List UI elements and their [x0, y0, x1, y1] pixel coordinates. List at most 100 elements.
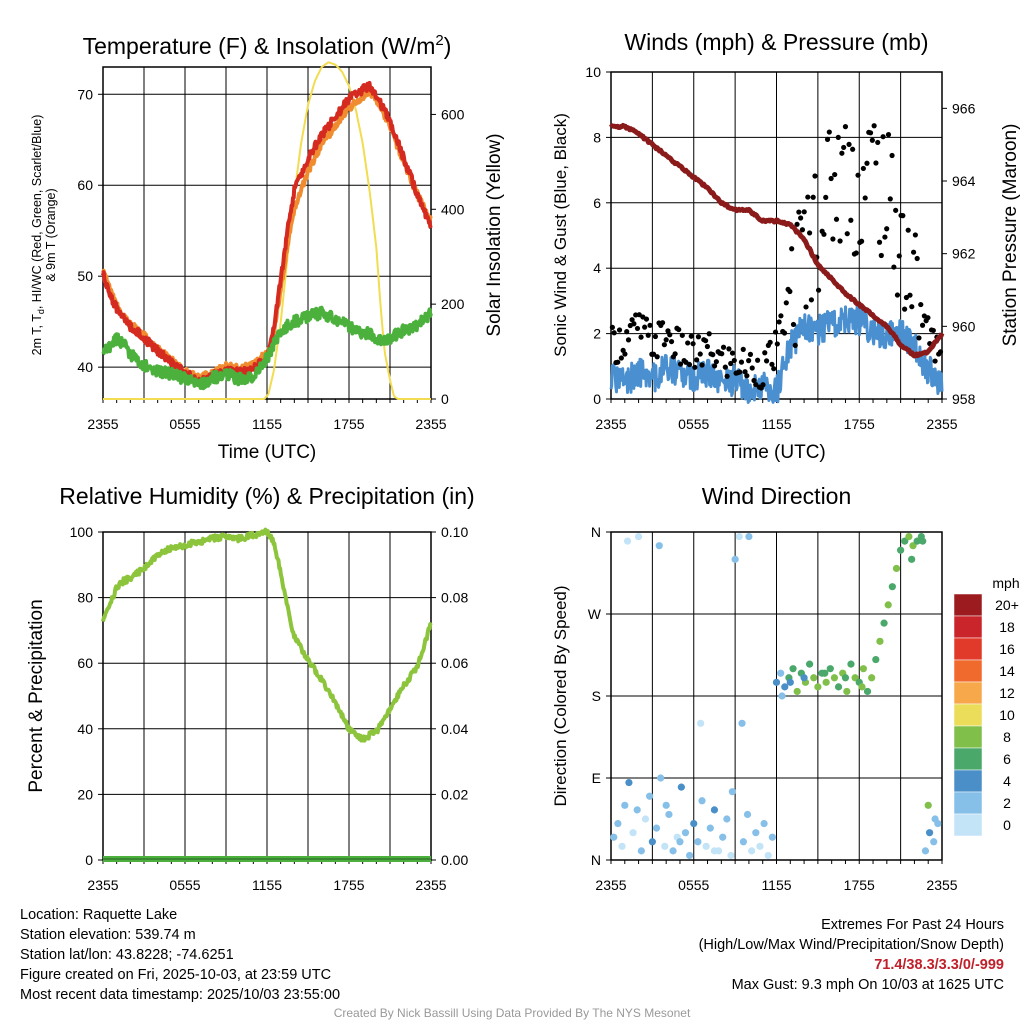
- gust-point: [878, 252, 884, 259]
- gust-point: [930, 327, 936, 334]
- y-right-tick-label: 0: [441, 391, 449, 407]
- gust-point: [615, 359, 621, 365]
- x-tick-label: 2355: [595, 416, 626, 432]
- gust-point: [694, 357, 700, 363]
- credit-line: Created By Nick Bassill Using Data Provi…: [333, 1006, 691, 1020]
- direction-point: [841, 674, 850, 682]
- gust-point: [616, 327, 623, 333]
- direction-point: [830, 674, 839, 682]
- gust-point: [703, 338, 709, 344]
- station-latlon: Station lat/lon: 43.8228; -74.6251: [20, 947, 234, 963]
- gust-point: [907, 292, 913, 298]
- direction-point: [723, 815, 731, 823]
- gust-point: [835, 134, 841, 141]
- direction-point: [863, 687, 872, 696]
- gust-point: [744, 373, 750, 379]
- y-tick-label: S: [592, 688, 601, 704]
- extremes-values: 71.4/38.3/3.3/0/-999: [874, 957, 1004, 973]
- figure-created: Figure created on Fri, 2025-10-03, at 23…: [20, 967, 332, 983]
- gust-point: [720, 344, 727, 350]
- gust-point: [724, 373, 730, 379]
- gust-point: [668, 338, 675, 345]
- gust-point: [624, 329, 630, 335]
- direction-point: [892, 564, 901, 573]
- gust-point: [853, 250, 859, 256]
- colorbar-label: 8: [1003, 729, 1011, 745]
- gust-point: [783, 300, 789, 306]
- x-tick-label: 2355: [595, 877, 626, 893]
- x-tick-label: 0555: [678, 416, 709, 432]
- gust-point: [916, 335, 922, 341]
- direction-point: [764, 851, 772, 860]
- direction-point: [727, 851, 735, 860]
- gust-point: [692, 364, 698, 370]
- gust-point: [844, 231, 850, 237]
- gust-point: [796, 209, 802, 215]
- direction-point: [793, 687, 801, 696]
- gust-point: [828, 175, 834, 182]
- direction-point: [748, 847, 756, 855]
- y-right-tick-label: 0.00: [441, 852, 468, 868]
- x-axis-label: Time (UTC): [218, 442, 317, 463]
- direction-point: [681, 829, 690, 837]
- chart-panel-1: 2355 0555 1155 1755 2355 40 50 60 70 0 200 400 600 Te…: [30, 32, 505, 463]
- y-right-tick-label: 0.02: [441, 786, 468, 802]
- gust-point: [812, 173, 818, 179]
- direction-point: [909, 542, 917, 550]
- x-tick-label: 2355: [926, 416, 957, 432]
- gust-point: [647, 322, 653, 328]
- y-right-tick-label: 0.06: [441, 655, 468, 671]
- gust-point: [862, 195, 868, 201]
- max-gust: Max Gust: 9.3 mph On 10/03 at 1625 UTC: [731, 977, 1004, 993]
- gust-point: [894, 292, 901, 298]
- colorbar-title: mph: [992, 575, 1019, 591]
- colorbar-label: 10: [999, 707, 1015, 723]
- gust-point: [842, 124, 849, 130]
- y-axis-label-left-line2: & 9m T (Orange): [44, 188, 58, 281]
- gust-point: [755, 357, 761, 363]
- colorbar-label: 2: [1003, 795, 1011, 811]
- gust-point: [910, 249, 917, 255]
- y-tick-label: 20: [77, 786, 93, 802]
- direction-point: [686, 851, 694, 860]
- gust-point: [645, 332, 651, 338]
- direction-point: [731, 555, 739, 563]
- colorbar-label: 18: [999, 619, 1015, 635]
- direction-point: [738, 719, 746, 727]
- direction-point: [637, 847, 645, 855]
- extremes-title: Extremes For Past 24 Hours: [821, 917, 1004, 933]
- gust-point: [695, 334, 702, 340]
- gust-point: [889, 152, 895, 159]
- gust-point: [663, 337, 669, 343]
- colorbar-label: 0: [1003, 817, 1011, 833]
- gust-point: [799, 227, 806, 233]
- direction-point: [629, 829, 637, 837]
- x-tick-label: 1155: [761, 416, 791, 432]
- gust-point: [611, 330, 617, 336]
- gust-point: [798, 215, 804, 221]
- colorbar-label: 20+: [995, 597, 1019, 613]
- x-tick-label: 0555: [169, 416, 200, 432]
- y-right-tick-label: 600: [441, 106, 465, 122]
- recent-timestamp: Most recent data timestamp: 2025/10/03 2…: [20, 987, 341, 1003]
- direction-point: [706, 824, 714, 832]
- gust-point: [710, 352, 716, 358]
- direction-point: [710, 847, 719, 855]
- x-tick-label: 0555: [678, 877, 709, 893]
- y-tick-label: 60: [77, 177, 93, 193]
- direction-point: [665, 810, 673, 819]
- gust-point: [867, 130, 874, 136]
- gust-point: [661, 342, 667, 348]
- y-right-tick-label: 960: [952, 318, 976, 334]
- direction-point: [800, 674, 808, 682]
- gust-point: [688, 333, 694, 339]
- direction-point: [669, 847, 677, 855]
- y-tick-label: W: [588, 606, 602, 622]
- y-tick-label: 40: [77, 359, 93, 375]
- colorbar-swatch: [953, 769, 983, 793]
- gust-point: [833, 216, 840, 222]
- y-tick-label: N: [591, 524, 601, 540]
- gust-point: [864, 160, 870, 166]
- direction-point: [880, 619, 888, 627]
- direction-point: [847, 660, 855, 668]
